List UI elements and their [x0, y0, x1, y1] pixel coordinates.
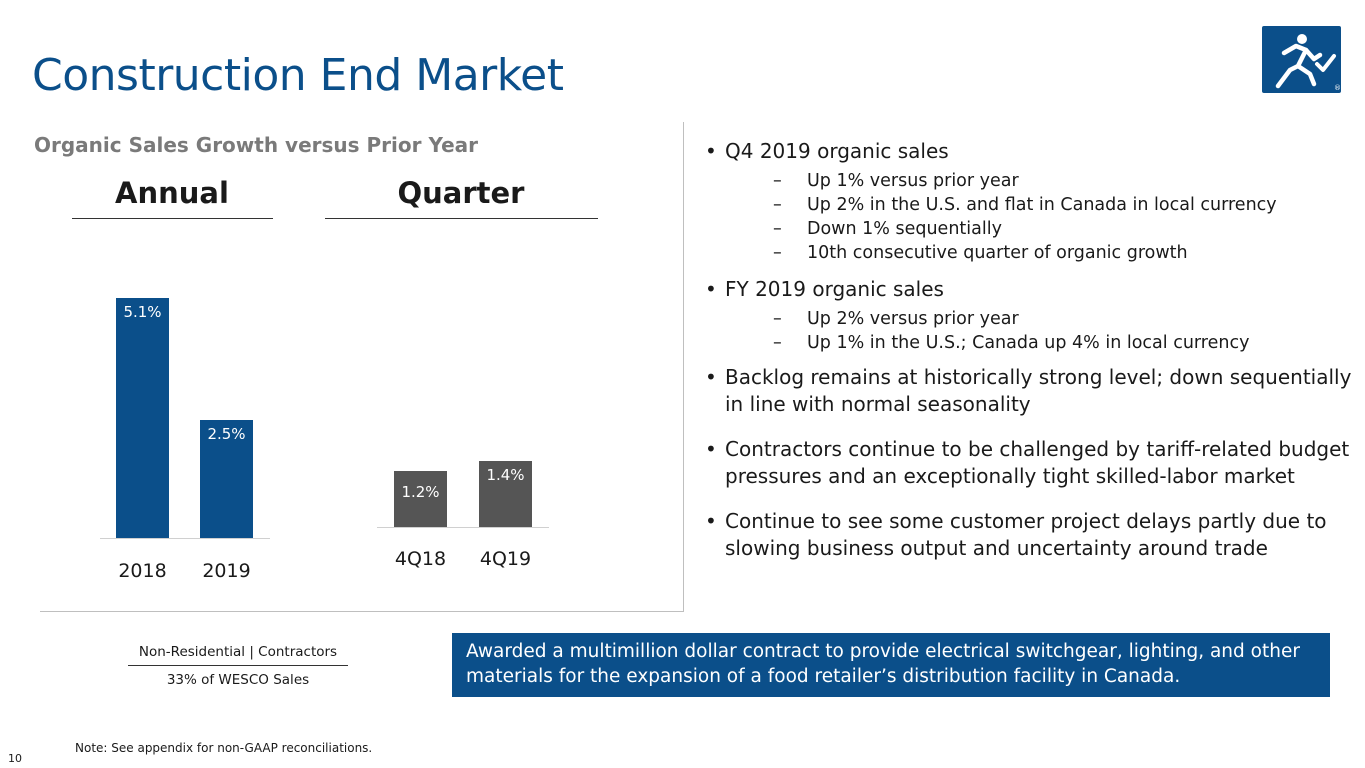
bar-label-2019: 2.5% — [207, 425, 246, 443]
company-logo: ® — [1262, 26, 1341, 93]
segment-box: Non-Residential | Contractors 33% of WES… — [128, 644, 348, 688]
quarter-heading: Quarter — [397, 176, 525, 210]
sub-bullet: Up 2% versus prior year — [773, 307, 1355, 331]
sub-bullet-list: Up 2% versus prior yearUp 1% in the U.S.… — [773, 307, 1355, 355]
annual-heading: Annual — [115, 176, 229, 210]
bar-label-4q19: 1.4% — [486, 466, 525, 484]
bullet-item: Continue to see some customer project de… — [705, 508, 1355, 562]
sub-bullet: Up 1% versus prior year — [773, 169, 1355, 193]
sub-bullet: Down 1% sequentially — [773, 217, 1355, 241]
footnote: Note: See appendix for non-GAAP reconcil… — [75, 741, 373, 755]
bar-label-2018: 5.1% — [123, 303, 162, 321]
tick-label-2018: 2018 — [118, 560, 167, 582]
sub-bullet: 10th consecutive quarter of organic grow… — [773, 241, 1355, 265]
page-number: 10 — [8, 752, 22, 765]
bullet-item: FY 2019 organic sales Up 2% versus prior … — [705, 276, 1355, 355]
callout-box: Awarded a multimillion dollar contract t… — [452, 633, 1330, 697]
sub-bullet-list: Up 1% versus prior yearUp 2% in the U.S.… — [773, 169, 1355, 265]
bullet-item: Backlog remains at historically strong l… — [705, 364, 1355, 418]
bullet-text: Contractors continue to be challenged by… — [705, 436, 1355, 490]
bar-4q19 — [479, 461, 532, 527]
bar-label-4q18: 1.2% — [401, 483, 440, 501]
bar-4q18 — [394, 471, 447, 527]
horizontal-divider — [40, 611, 683, 612]
slide-title: Construction End Market — [32, 50, 564, 101]
runner-check-icon: ® — [1275, 34, 1341, 92]
bullet-list: Q4 2019 organic sales Up 1% versus prior … — [705, 138, 1355, 562]
annual-heading-rule — [72, 218, 273, 219]
registered-mark: ® — [1334, 84, 1341, 92]
bullet-text: Q4 2019 organic sales — [705, 138, 1355, 165]
chart-subtitle: Organic Sales Growth versus Prior Year — [34, 133, 479, 157]
bullet-item: Q4 2019 organic sales Up 1% versus prior … — [705, 138, 1355, 265]
tick-label-4q19: 4Q19 — [479, 548, 532, 570]
bullet-text: FY 2019 organic sales — [705, 276, 1355, 303]
chart-baseline-quarter — [377, 527, 549, 528]
vertical-divider — [683, 122, 684, 612]
bullet-item: Contractors continue to be challenged by… — [705, 436, 1355, 490]
bullet-text: Backlog remains at historically strong l… — [705, 364, 1355, 418]
sub-bullet: Up 1% in the U.S.; Canada up 4% in local… — [773, 331, 1355, 355]
quarter-heading-rule — [325, 218, 598, 219]
segment-rule — [128, 665, 348, 666]
bar-2018 — [116, 298, 169, 538]
tick-label-2019: 2019 — [202, 560, 251, 582]
tick-label-4q18: 4Q18 — [394, 548, 447, 570]
bullet-text: Continue to see some customer project de… — [705, 508, 1355, 562]
chart-baseline-annual — [100, 538, 270, 539]
segment-share: 33% of WESCO Sales — [166, 672, 310, 688]
segment-name: Non-Residential | Contractors — [138, 644, 338, 660]
bar-2019 — [200, 420, 253, 538]
sub-bullet: Up 2% in the U.S. and flat in Canada in … — [773, 193, 1355, 217]
